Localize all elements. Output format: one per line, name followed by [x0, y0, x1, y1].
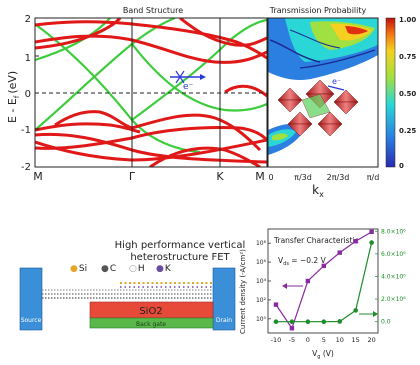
right-ytick: 4.0×10⁶	[381, 273, 406, 280]
series-point	[290, 326, 294, 330]
colorbar-tick: 1.00	[399, 16, 416, 24]
band-xtick: M	[255, 170, 265, 183]
band-ylabel: E - Ef(eV)	[6, 71, 21, 123]
transmission-xlabel: kx	[312, 183, 324, 199]
svg-text:E - Ef(eV): E - Ef(eV)	[6, 71, 21, 123]
x-tick-label: -10	[271, 336, 282, 344]
series-point	[353, 239, 357, 243]
svg-text:●C: ●C	[101, 264, 116, 274]
band-ytick: 2	[25, 14, 31, 25]
right-ytick: 8.0×10⁶	[381, 228, 406, 235]
band-xtick: Γ	[129, 170, 136, 183]
band-ytick: -2	[21, 162, 31, 173]
colorbar	[386, 18, 395, 167]
left-ytick: 10⁰	[256, 316, 267, 323]
series-point	[306, 279, 310, 283]
right-ytick: 0.0	[381, 319, 391, 326]
svg-text:○H: ○H	[129, 264, 145, 274]
transfer-xlabel: Vg (V)	[312, 349, 334, 360]
colorbar-tick: 0.50	[399, 90, 416, 98]
transmission-xtick: π/3d	[294, 173, 312, 182]
colorbar-ticks: 1.00 0.75 0.50 0.25 0	[399, 16, 416, 170]
atomic-layers	[42, 283, 213, 298]
cone-electron-label: e⁻	[332, 77, 341, 86]
fet-title: High performance vertical heterostructur…	[80, 240, 280, 264]
transmission-xtick: π/d	[367, 173, 380, 182]
right-ytick: 2.0×10⁶	[381, 296, 406, 303]
x-tick-label: 5	[322, 336, 326, 344]
source-label: Source	[21, 317, 42, 324]
series-point	[369, 240, 374, 245]
series-point	[290, 319, 295, 324]
transmission-x-ticks: 0 π/3d 2π/3d π/d	[268, 173, 379, 182]
colorbar-tick: 0.75	[399, 53, 416, 61]
band-y-ticks: 2 1 0 -1 -2	[21, 14, 31, 173]
series-point	[274, 302, 278, 306]
fet-title-line1: High performance vertical	[80, 240, 280, 252]
left-ytick: 10²	[256, 297, 267, 304]
x-tick-label: -5	[289, 336, 295, 344]
right-y-ticks: 8.0×10⁶ 6.0×10⁶ 4.0×10⁶ 2.0×10⁶ 0.0	[375, 228, 406, 325]
drain-label: Drain	[216, 317, 232, 324]
transmission-xtick: 2π/3d	[327, 173, 350, 182]
series-point	[274, 319, 279, 324]
x-tick-label: 20	[367, 336, 375, 344]
colorbar-tick: 0	[399, 162, 404, 170]
x-ticks: -10 -5 0 5 10 15 20	[271, 336, 376, 344]
band-ytick: 1	[25, 53, 31, 64]
sio2-label: SiO2	[139, 306, 162, 317]
band-title: Band Structure	[123, 6, 183, 15]
left-ytick: 10⁴	[256, 278, 267, 285]
band-ytick: 0	[25, 89, 31, 100]
series-point	[353, 308, 358, 313]
fet-title-line2: heterostructure FET	[80, 252, 280, 264]
transmission-title: Transmission Probability	[269, 6, 367, 15]
back-gate-label: Back gate	[136, 321, 166, 328]
band-x-ticks: M Γ K M	[33, 170, 265, 183]
band-plot: e⁻	[35, 18, 267, 167]
band-xtick: K	[216, 170, 224, 183]
band-xtick: M	[33, 170, 43, 183]
x-tick-label: 10	[336, 336, 344, 344]
series-point	[338, 250, 342, 254]
transmission-map: e⁻	[268, 18, 378, 167]
electron-label: e⁻	[183, 82, 194, 92]
fet-legend: ●Si ●C ○H ●K	[70, 264, 172, 274]
series-point	[337, 319, 342, 324]
series-point	[369, 230, 373, 234]
series-point	[322, 264, 326, 268]
svg-text:●K: ●K	[156, 264, 172, 274]
band-ytick: -1	[21, 125, 31, 136]
x-tick-label: 0	[306, 336, 310, 344]
transfer-title: Transfer Characteristic	[273, 236, 359, 245]
right-ytick: 6.0×10⁶	[381, 251, 406, 258]
series-point	[321, 319, 326, 324]
transmission-xtick: 0	[268, 173, 273, 182]
svg-text:●Si: ●Si	[70, 264, 87, 274]
series-point	[306, 319, 311, 324]
x-tick-label: 15	[352, 336, 360, 344]
colorbar-tick: 0.25	[399, 127, 416, 135]
